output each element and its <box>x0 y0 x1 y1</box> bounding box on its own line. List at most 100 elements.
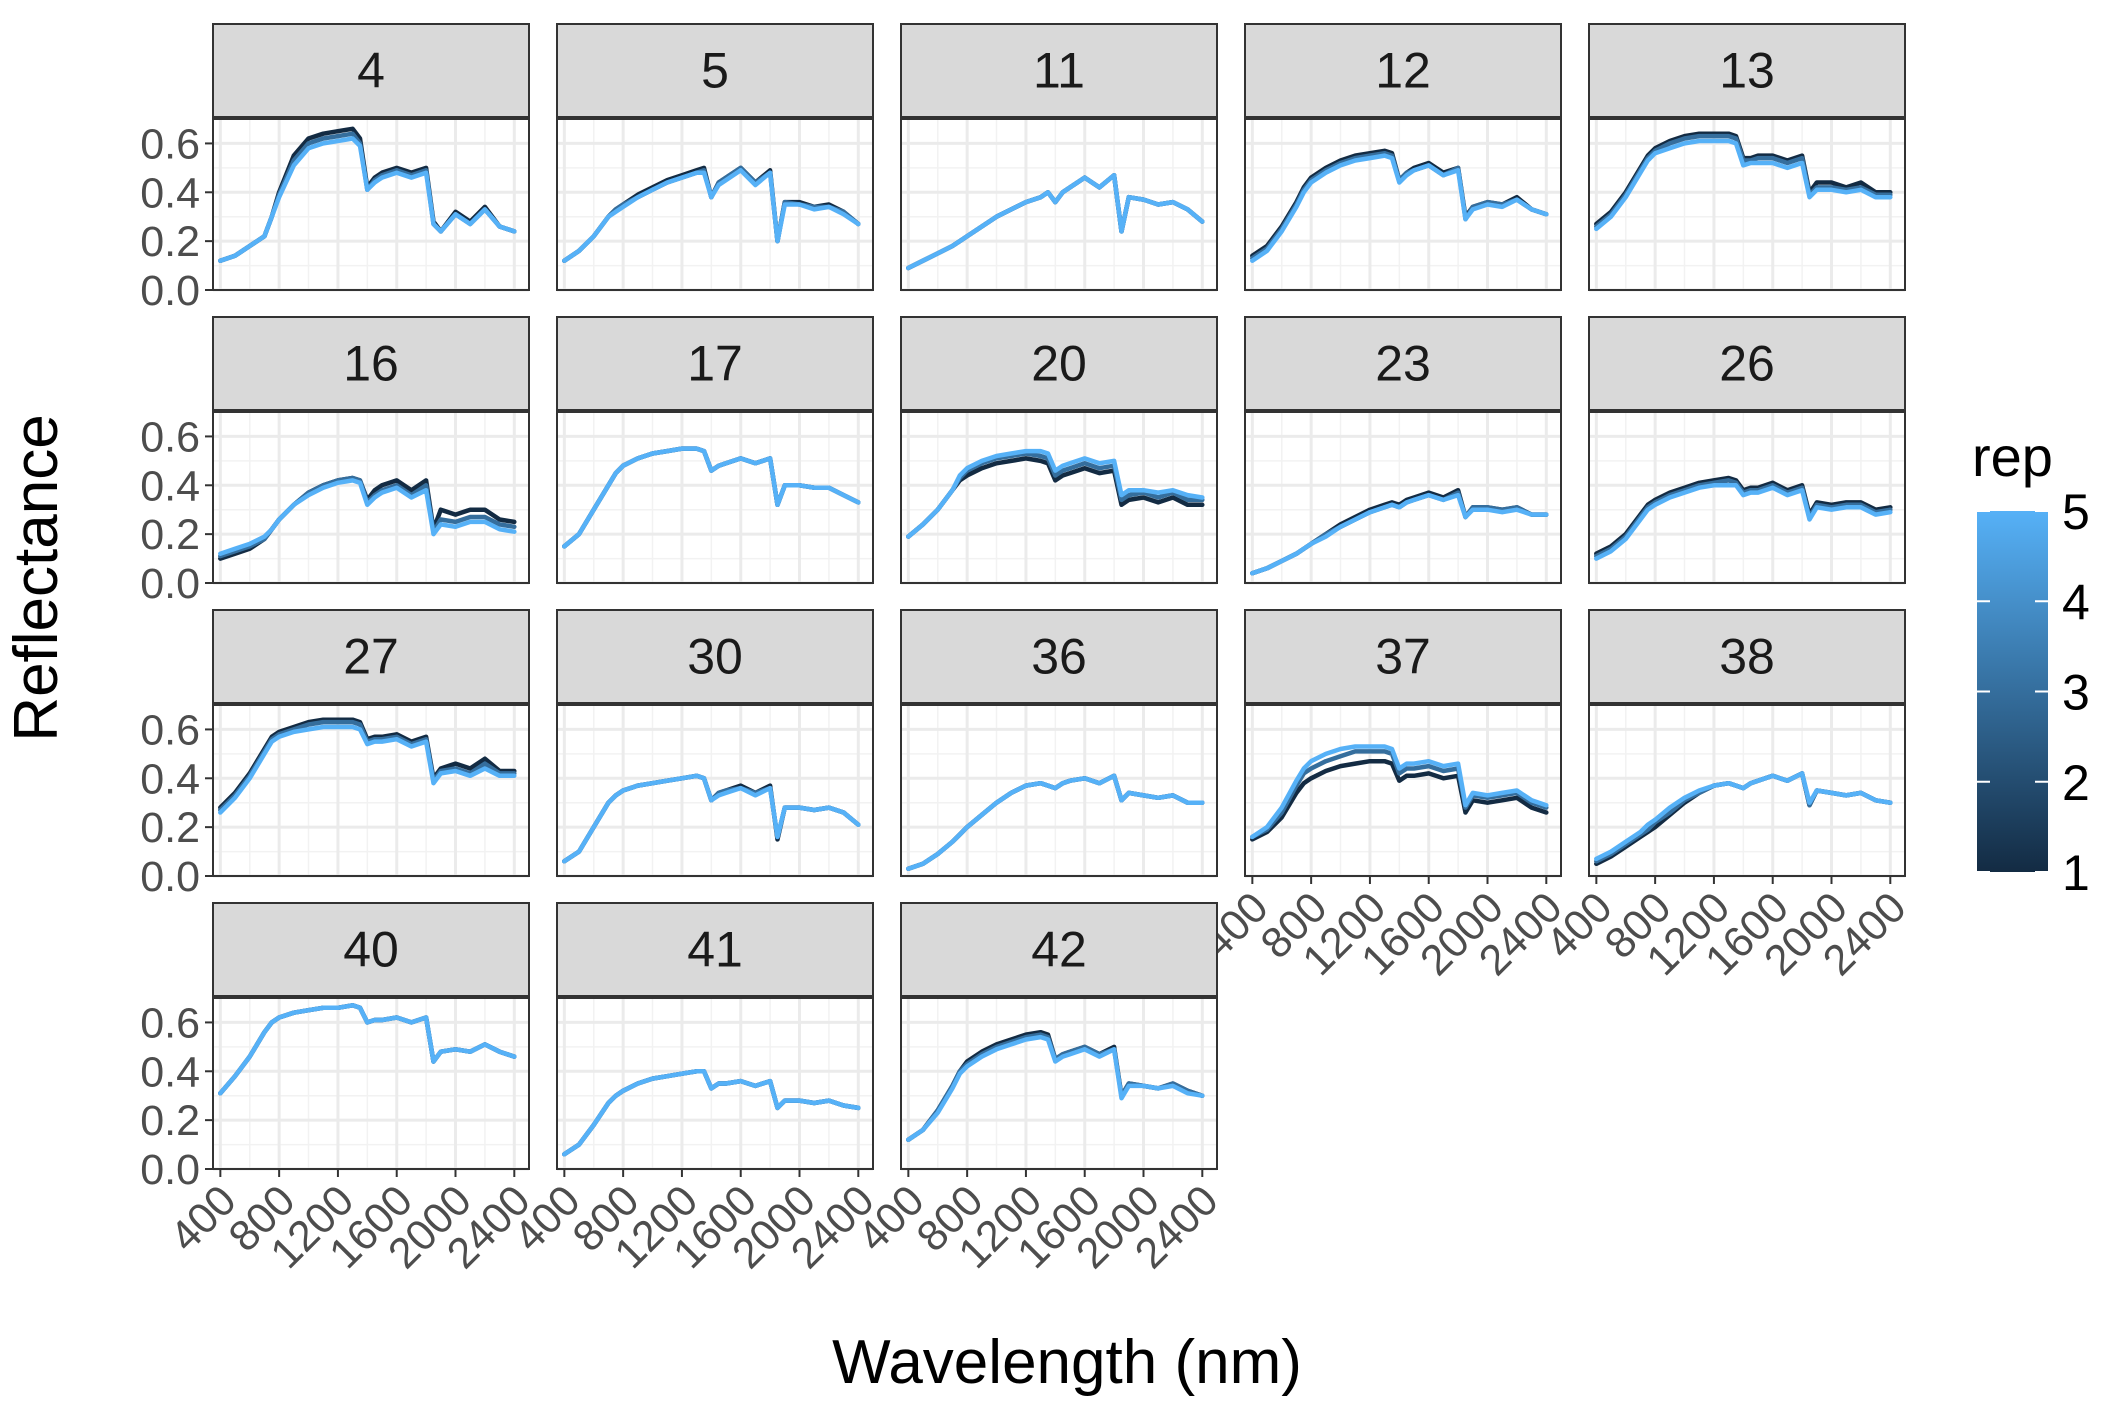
panel-border <box>556 118 874 291</box>
panel-border <box>1244 118 1562 291</box>
series-line-rep-5 <box>1594 771 1893 862</box>
facet-strip <box>556 316 874 411</box>
y-tick-label: 0.4 <box>140 755 200 803</box>
facet-strip-label: 30 <box>687 629 743 685</box>
panel-border <box>212 118 530 291</box>
series-line-rep-5 <box>906 172 1205 271</box>
panel-border <box>900 997 1218 1170</box>
y-tick-label: 0.0 <box>140 1146 200 1194</box>
y-tick-label: 0.0 <box>140 267 200 315</box>
facet-strip <box>1244 609 1562 704</box>
series-line-rep-5 <box>218 478 517 556</box>
y-tick-label: 0.2 <box>140 511 200 559</box>
facet-strip-label: 27 <box>343 629 399 685</box>
legend-tick-label: 1 <box>2062 845 2090 901</box>
y-tick-label: 0.6 <box>140 706 200 754</box>
panel-border <box>1588 411 1906 584</box>
plot-background <box>1589 119 1905 290</box>
facet-panel: 26 <box>1588 316 1906 585</box>
facet-panel: 16 0.00.20.40.6 <box>140 316 530 608</box>
series-line-rep-5 <box>562 446 861 549</box>
facet-panel: 13 <box>1588 23 1906 292</box>
colorbar-legend: rep 1 2 3 4 5 <box>1972 425 2090 901</box>
legend-tick-label: 2 <box>2062 755 2090 811</box>
facet-strip <box>212 609 530 704</box>
series-line-rep-5 <box>1250 492 1549 576</box>
y-tick-label: 0.0 <box>140 853 200 901</box>
legend-tick-label: 4 <box>2062 574 2090 630</box>
facet-strip <box>900 316 1218 411</box>
facet-panel: 11 <box>900 23 1218 292</box>
series-line-rep-5 <box>1250 744 1549 840</box>
facet-strip-label: 16 <box>343 336 399 392</box>
facet-strip <box>556 609 874 704</box>
series-line-rep-5 <box>1594 483 1893 561</box>
legend-title: rep <box>1972 425 2053 488</box>
y-tick-label: 0.0 <box>140 560 200 608</box>
facet-strip <box>556 902 874 997</box>
series-line-rep-5 <box>562 773 861 864</box>
series-line-rep-5 <box>1250 153 1549 263</box>
facet-strip-label: 41 <box>687 922 743 978</box>
facet-panel: 27 0.00.20.40.6 <box>140 609 530 901</box>
plot-background <box>901 705 1217 876</box>
series-line-rep-5 <box>906 448 1205 539</box>
y-tick-label: 0.6 <box>140 413 200 461</box>
panel-border <box>556 997 874 1170</box>
facet-strip-label: 20 <box>1031 336 1087 392</box>
panel-border <box>1244 704 1562 877</box>
facet-panel: 4 0.00.20.40.6 <box>140 23 530 315</box>
facet-panel: 36 <box>900 609 1218 878</box>
facet-strip-label: 37 <box>1375 629 1431 685</box>
facet-strip-label: 4 <box>357 43 385 99</box>
series-line-rep-5 <box>906 773 1205 871</box>
facet-strip <box>1244 23 1562 118</box>
facet-strip <box>212 23 530 118</box>
facet-panel: 12 <box>1244 23 1562 292</box>
plot-background <box>557 412 873 583</box>
panel-border <box>1244 411 1562 584</box>
panel-border <box>556 704 874 877</box>
facet-strip-label: 17 <box>687 336 743 392</box>
series-line-rep-5 <box>906 1034 1205 1142</box>
facet-strip-label: 42 <box>1031 922 1087 978</box>
facet-strip <box>900 609 1218 704</box>
facet-panel: 20 <box>900 316 1218 585</box>
y-axis-title: Reflectance <box>2 414 71 741</box>
facet-strip-label: 5 <box>701 43 729 99</box>
facet-strip-label: 40 <box>343 922 399 978</box>
panel-border <box>556 411 874 584</box>
series-line-rep-5 <box>218 136 517 263</box>
facet-strip <box>900 902 1218 997</box>
plot-background <box>1589 412 1905 583</box>
legend-tick-label: 3 <box>2062 665 2090 721</box>
x-axis-title: Wavelength (nm) <box>832 1328 1302 1397</box>
facet-strip <box>556 23 874 118</box>
y-tick-label: 0.6 <box>140 999 200 1047</box>
facet-panel: 5 <box>556 23 874 292</box>
facet-strip <box>212 902 530 997</box>
facet-strip <box>1588 316 1906 411</box>
series-line-rep-5 <box>218 724 517 815</box>
axis-titles: Wavelength (nm) Reflectance <box>2 414 1302 1397</box>
panel-border <box>212 997 530 1170</box>
y-tick-label: 0.2 <box>140 1097 200 1145</box>
facet-strip-label: 11 <box>1033 43 1085 99</box>
series-line-rep-3 <box>1250 749 1549 840</box>
panel-border <box>1588 118 1906 291</box>
series-line-rep-5 <box>218 1003 517 1096</box>
series-line-rep-5 <box>562 1069 861 1157</box>
facet-strip-label: 36 <box>1031 629 1087 685</box>
y-tick-label: 0.4 <box>140 1048 200 1096</box>
plot-background <box>1589 705 1905 876</box>
legend-tick-label: 5 <box>2062 484 2090 540</box>
series-line-rep-1 <box>1250 758 1549 842</box>
panel-border <box>212 411 530 584</box>
facet-strip <box>212 316 530 411</box>
panel-border <box>1588 704 1906 877</box>
